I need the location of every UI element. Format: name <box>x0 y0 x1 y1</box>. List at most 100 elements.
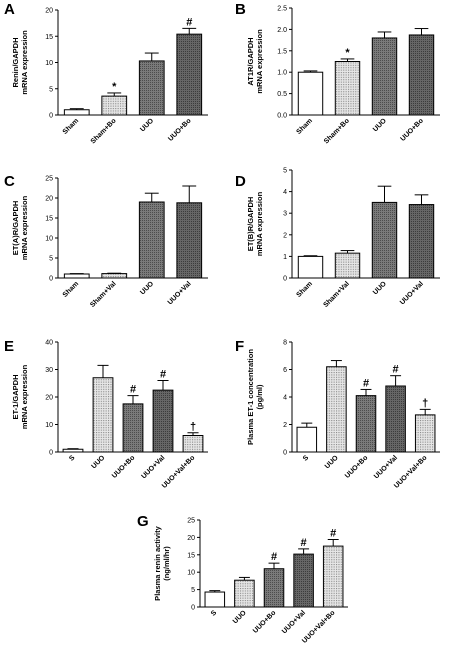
x-category-label: UUO+Bo <box>399 117 424 142</box>
x-category-label: UUO+Bo <box>344 454 369 479</box>
y-tick-label: 2 <box>283 232 287 239</box>
y-tick-label: 4 <box>283 189 287 196</box>
y-axis-label: Renin/GAPDH <box>11 37 20 87</box>
y-tick-label: 0 <box>49 113 53 120</box>
x-category-label: UUO <box>90 454 106 470</box>
y-tick-label: 10 <box>45 60 53 67</box>
y-axis-label: Plasma ET-1 concentration <box>246 349 255 445</box>
y-tick-label: 4 <box>283 395 287 402</box>
panel-letter: A <box>4 1 15 18</box>
bar <box>355 395 377 453</box>
bar <box>62 448 84 453</box>
bar <box>296 426 318 453</box>
bar <box>122 403 144 453</box>
y-axis-label: mRNA expression <box>255 29 264 94</box>
y-tick-label: 1.5 <box>277 48 287 55</box>
y-tick-label: 15 <box>45 34 53 41</box>
bar <box>334 61 361 116</box>
y-tick-label: 6 <box>283 367 287 374</box>
bar <box>204 591 226 608</box>
x-category-label: UUO <box>139 117 155 133</box>
x-category-label: Sham+Val <box>322 280 351 309</box>
x-category-label: Sham <box>295 117 313 135</box>
bar <box>234 579 255 608</box>
bar <box>176 33 203 116</box>
x-category-label: UUO <box>324 454 340 470</box>
x-category-label: Sham+Val <box>89 280 118 309</box>
y-tick-label: 25 <box>187 518 195 525</box>
bar <box>101 95 128 116</box>
significance-mark: # <box>271 551 277 563</box>
significance-mark: # <box>186 16 192 28</box>
y-axis-label: Plasma renin activity <box>153 525 162 600</box>
y-tick-label: 0 <box>283 450 287 457</box>
panel-letter: G <box>137 513 149 530</box>
y-axis-label: mRNA expression <box>20 195 29 260</box>
bar <box>92 377 114 453</box>
x-category-label: Sham <box>295 280 313 298</box>
y-tick-label: 15 <box>187 552 195 559</box>
x-category-label: UUO+Val <box>399 280 425 306</box>
y-tick-label: 5 <box>49 256 53 263</box>
y-axis-label: mRNA expression <box>255 191 264 256</box>
significance-mark: # <box>301 537 307 549</box>
chart-panel-f: F 0 2 4 6 8 Plasma ET-1 concentration (pg/ml) S U… <box>235 338 440 490</box>
x-category-label: UUO <box>372 280 388 296</box>
y-axis-label: ET(A)R/GAPDH <box>11 201 20 256</box>
x-category-label: S <box>302 454 310 462</box>
bar <box>176 202 203 279</box>
bar <box>63 273 90 279</box>
significance-mark: # <box>160 369 166 381</box>
y-tick-label: 5 <box>283 168 287 175</box>
x-category-label: UUO+Bo <box>111 454 136 479</box>
y-tick-label: 20 <box>45 8 53 15</box>
bar <box>371 201 398 279</box>
bar <box>322 545 344 608</box>
y-tick-label: 20 <box>45 395 53 402</box>
y-tick-label: 8 <box>283 340 287 347</box>
y-tick-label: 15 <box>45 216 53 223</box>
y-tick-label: 40 <box>45 340 53 347</box>
bar <box>263 568 285 608</box>
y-tick-label: 0 <box>283 276 287 283</box>
y-tick-label: 20 <box>187 535 195 542</box>
chart-panel-a: A 0 5 10 15 20 Renin/GAPDH mRNA expression Sham *… <box>4 1 208 145</box>
y-tick-label: 5 <box>49 86 53 93</box>
y-tick-label: 0.0 <box>277 113 287 120</box>
x-category-label: Sham+Bo <box>323 117 351 145</box>
significance-mark: # <box>363 377 369 389</box>
bar <box>385 385 406 453</box>
x-category-label: S <box>210 609 218 617</box>
y-tick-label: 2.0 <box>277 27 287 34</box>
bar <box>63 109 90 116</box>
bar <box>414 414 436 453</box>
y-tick-label: 2 <box>283 422 287 429</box>
bar <box>182 435 204 453</box>
y-axis-label: mRNA expression <box>20 364 29 429</box>
chart-panel-b: B 0.0 0.5 1.0 1.5 2.0 2.5 AT1R/GAPDH mRNA expres… <box>235 1 440 145</box>
y-axis-label: (ng/ml/hr) <box>162 546 171 581</box>
y-tick-label: 0.5 <box>277 91 287 98</box>
bar <box>297 71 324 116</box>
y-tick-label: 3 <box>283 211 287 218</box>
y-axis-label: mRNA expression <box>20 30 29 95</box>
x-category-label: Sham <box>62 280 80 298</box>
y-tick-label: 10 <box>45 236 53 243</box>
significance-mark: # <box>393 364 399 376</box>
y-axis-label: (pg/ml) <box>255 384 264 409</box>
y-tick-label: 2.5 <box>277 6 287 13</box>
panel-letter: B <box>235 1 246 18</box>
panel-letter: D <box>235 173 246 190</box>
y-tick-label: 1 <box>283 254 287 261</box>
x-category-label: UUO+Bo <box>167 117 192 142</box>
y-tick-label: 10 <box>187 570 195 577</box>
y-tick-label: 5 <box>191 587 195 594</box>
bar <box>101 273 128 279</box>
x-category-label: UUO+Val <box>167 280 193 306</box>
y-tick-label: 0 <box>191 605 195 612</box>
significance-mark: † <box>190 421 196 433</box>
significance-mark: * <box>345 47 350 59</box>
chart-panel-c: C 0 5 10 15 20 25 ET(A)R/GAPDH mRNA expression Sh… <box>4 173 208 309</box>
bar <box>138 201 165 279</box>
